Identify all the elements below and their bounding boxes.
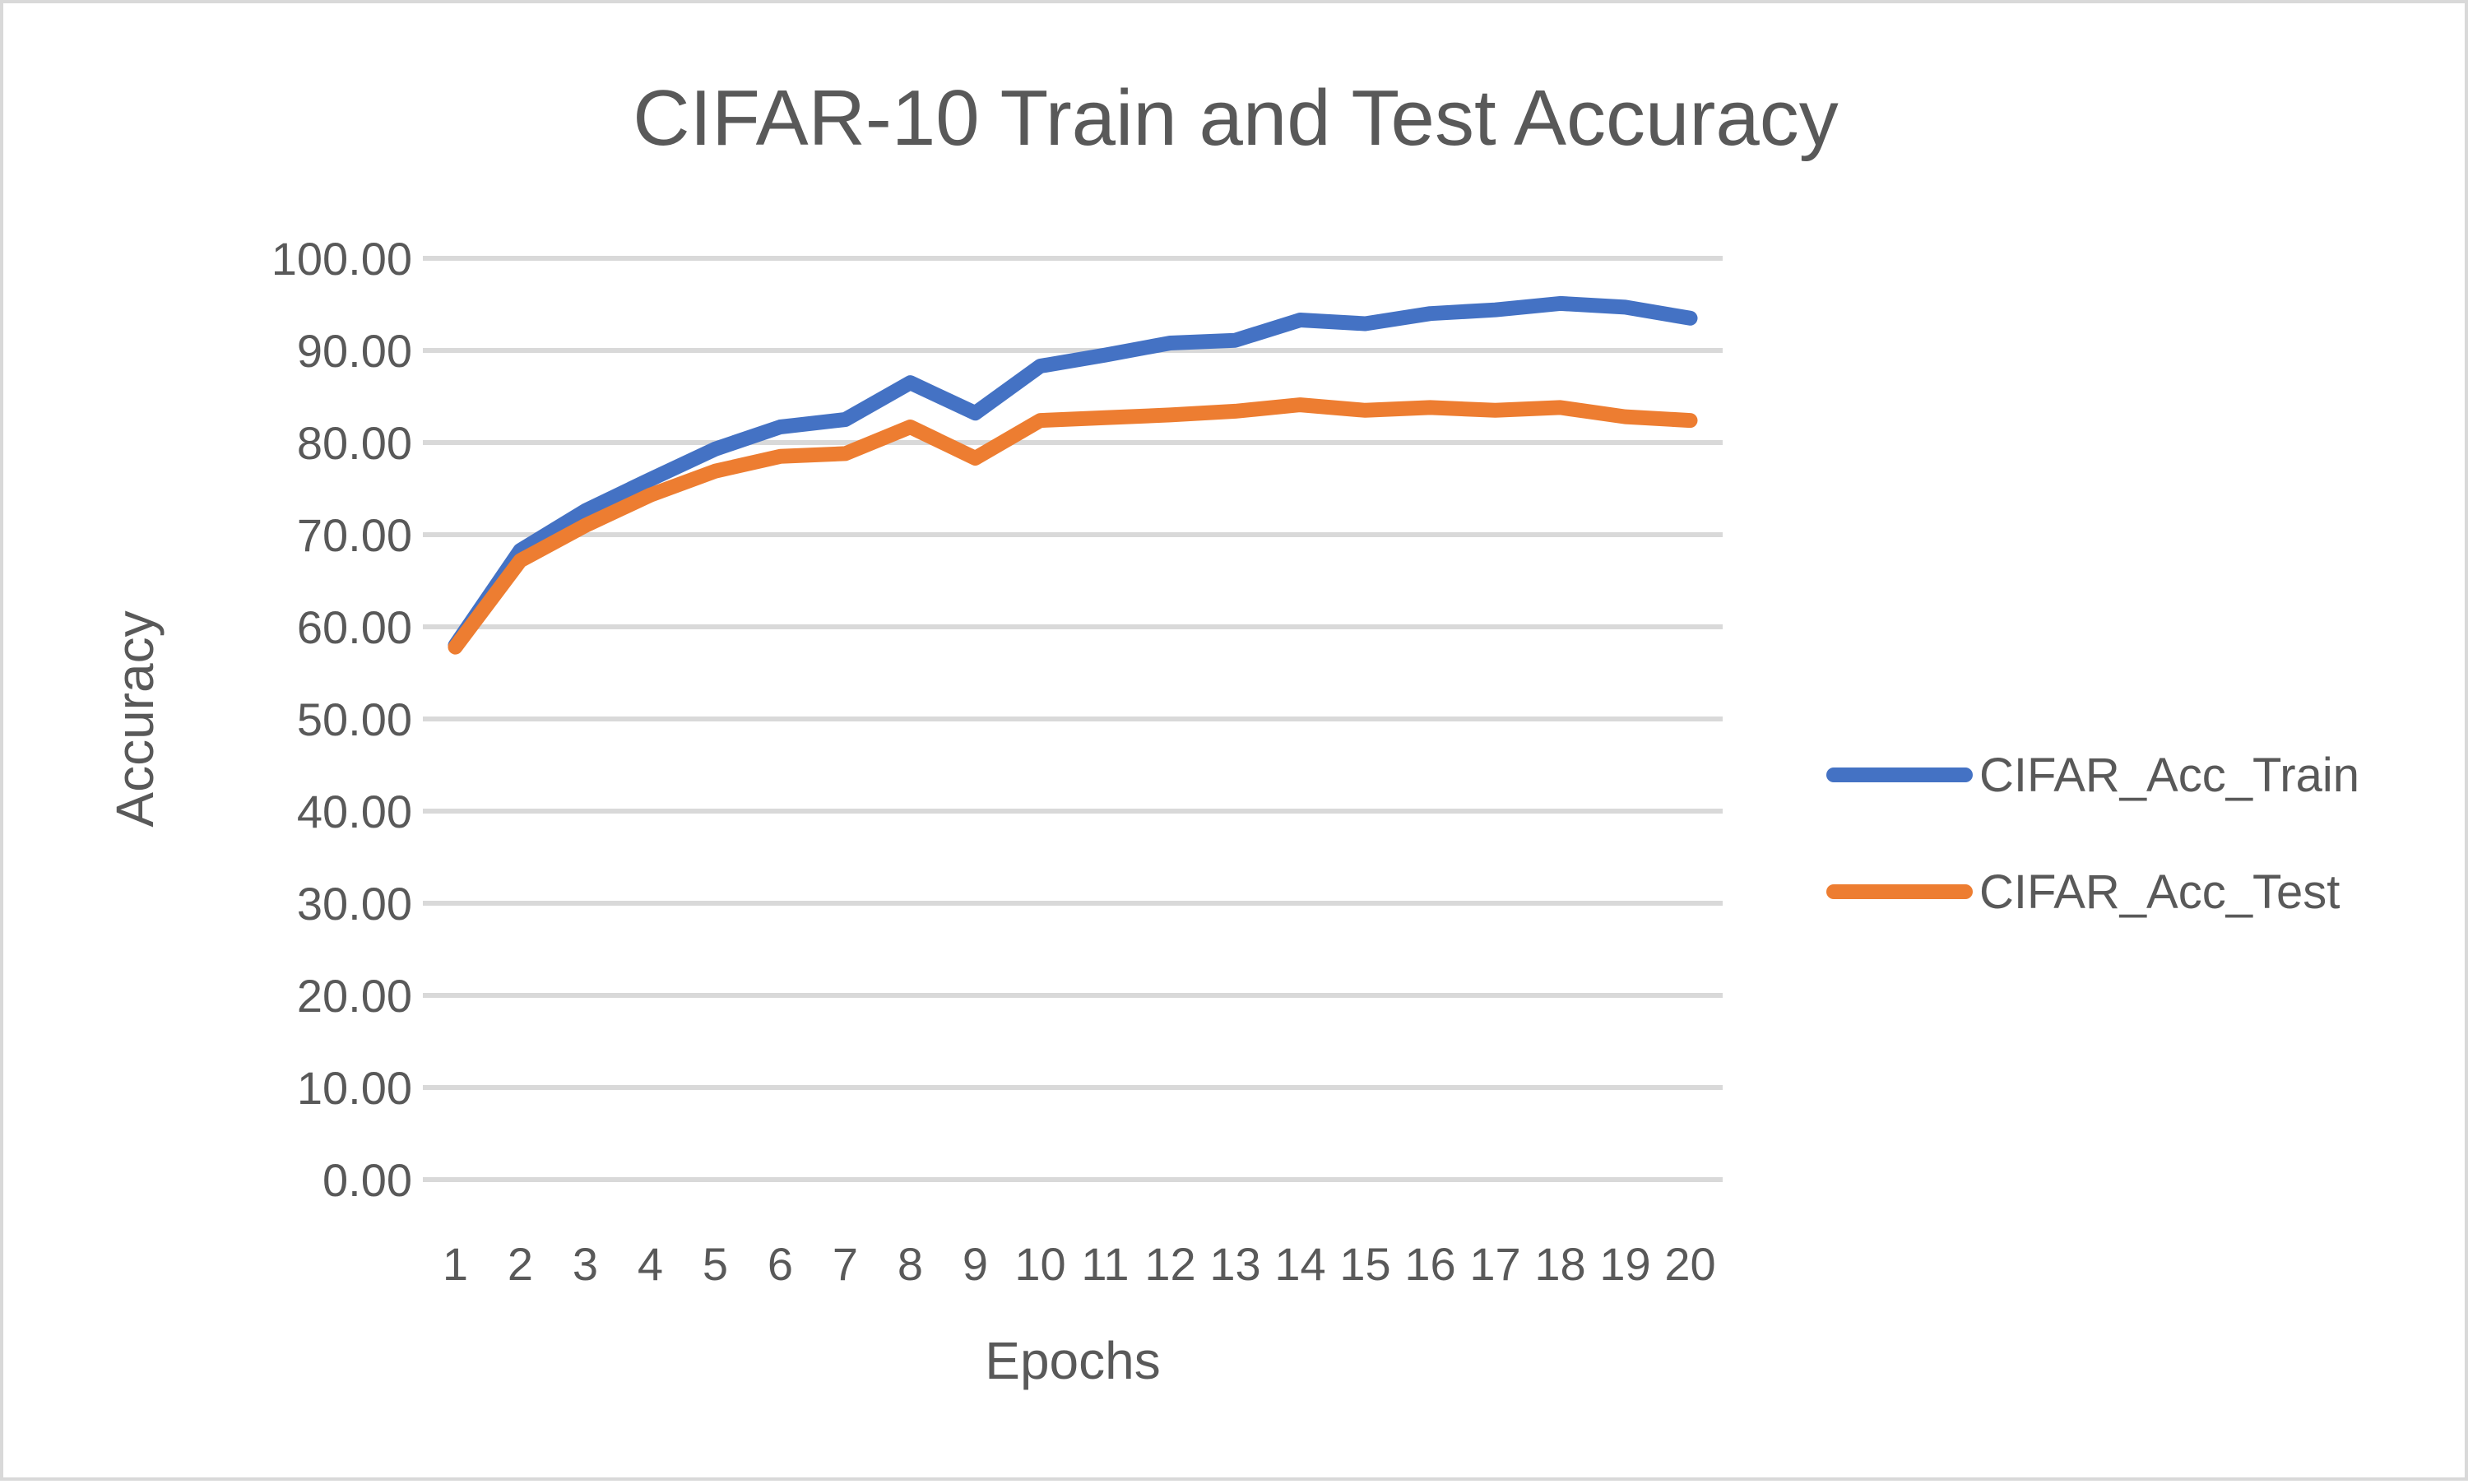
x-tick-label: 2 [508,1238,533,1290]
chart-title: CIFAR-10 Train and Test Accuracy [633,74,1839,162]
legend-label-cifar-acc-train: CIFAR_Acc_Train [1979,749,2359,802]
y-tick-label: 40.00 [297,786,412,837]
x-tick-label: 6 [768,1238,793,1290]
y-tick-label: 30.00 [297,878,412,930]
y-tick-label: 10.00 [297,1062,412,1114]
y-tick-label: 50.00 [297,693,412,745]
x-tick-label: 14 [1274,1238,1325,1290]
x-tick-label: 20 [1664,1238,1715,1290]
gridlines [423,256,1723,1182]
y-tick-label: 20.00 [297,970,412,1022]
legend-label-cifar-acc-test: CIFAR_Acc_Test [1979,865,2340,919]
y-axis-title: Accuracy [105,610,165,827]
x-tick-label: 10 [1014,1238,1065,1290]
x-tick-label: 5 [703,1238,728,1290]
y-tick-label: 80.00 [297,417,412,469]
y-tick-label: 0.00 [322,1154,412,1206]
chart-svg: CIFAR-10 Train and Test Accuracy 0.0010.… [105,74,2359,1390]
x-tick-label: 4 [638,1238,663,1290]
y-tick-label: 70.00 [297,509,412,561]
x-tick-label: 13 [1209,1238,1260,1290]
x-tick-label: 19 [1599,1238,1650,1290]
x-tick-labels: 1 2 3 4 5 6 7 8 9 10 11 12 13 14 15 16 17 18 19 20 [443,1238,1716,1290]
x-tick-label: 16 [1404,1238,1455,1290]
series-line-cifar-acc-train [448,295,1698,653]
y-tick-labels: 0.00 10.00 20.00 30.00 40.00 50.00 60.00 70.00 8… [271,233,412,1206]
x-tick-label: 8 [898,1238,923,1290]
x-tick-label: 15 [1339,1238,1390,1290]
series-line-cifar-acc-test [448,397,1698,655]
series-lines [448,295,1698,655]
x-tick-label: 12 [1144,1238,1195,1290]
y-tick-label: 60.00 [297,601,412,653]
y-tick-label: 100.00 [271,233,412,285]
x-tick-label: 3 [573,1238,598,1290]
x-tick-label: 9 [963,1238,988,1290]
legend: CIFAR_Acc_Train CIFAR_Acc_Test [1826,749,2359,919]
x-tick-label: 1 [443,1238,468,1290]
y-tick-label: 90.00 [297,325,412,377]
x-tick-label: 11 [1081,1238,1129,1290]
x-tick-label: 17 [1469,1238,1520,1290]
x-tick-label: 18 [1534,1238,1585,1290]
x-tick-label: 7 [833,1238,858,1290]
x-axis-title: Epochs [985,1331,1160,1390]
